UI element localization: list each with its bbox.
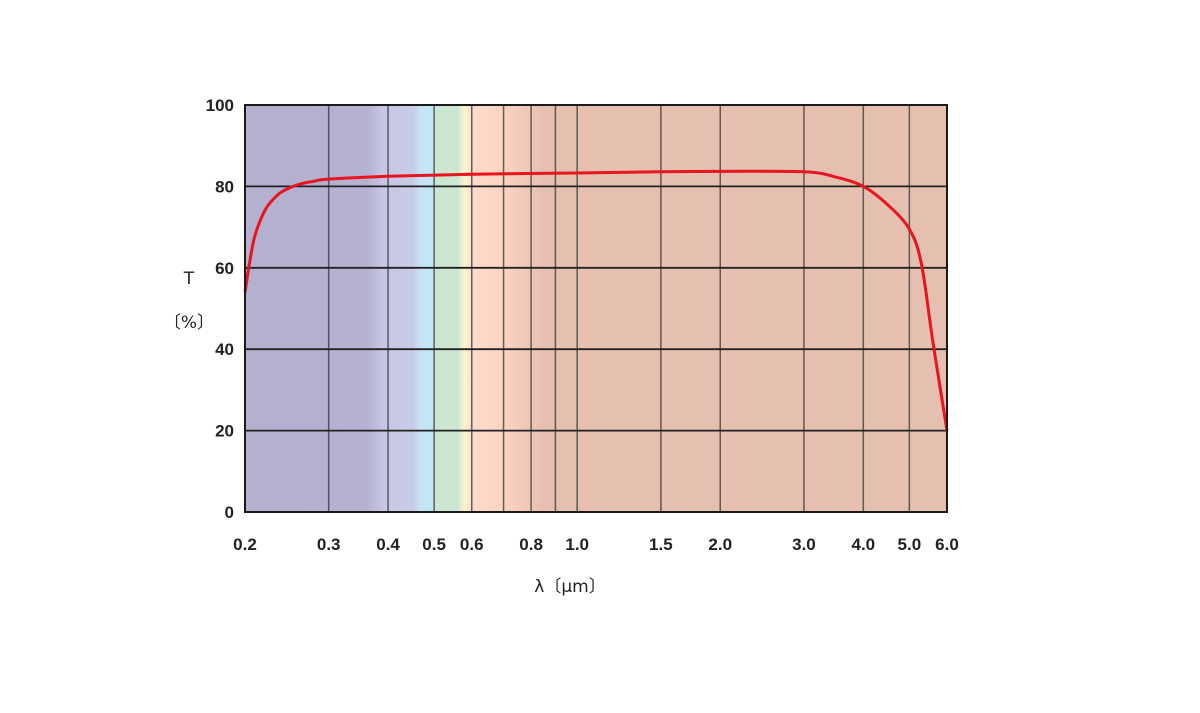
y-axis-label-line2: 〔%〕: [164, 313, 214, 333]
x-axis-label: λ〔μm〕: [534, 577, 605, 597]
x-tick-label: 0.5: [422, 535, 446, 554]
transmission-curve: [243, 169, 949, 431]
x-tick-label: 0.6: [460, 535, 484, 554]
plot-frame: [244, 104, 948, 513]
x-tick-label: 4.0: [851, 535, 875, 554]
x-tick-label: 1.0: [565, 535, 589, 554]
y-tick-label: 60: [215, 259, 234, 278]
x-tick-label: 1.5: [649, 535, 673, 554]
y-tick-label: 20: [215, 422, 234, 441]
x-tick-label: 0.3: [317, 535, 341, 554]
x-tick-label: 5.0: [898, 535, 922, 554]
plot-background: [245, 105, 947, 512]
y-axis-label-line1: T: [183, 269, 195, 289]
x-tick-label: 0.8: [519, 535, 543, 554]
y-tick-label: 0: [225, 503, 234, 522]
y-tick-label: 40: [215, 340, 234, 359]
x-tick-label: 3.0: [792, 535, 816, 554]
x-tick-label: 0.2: [233, 535, 257, 554]
y-tick-label: 80: [215, 177, 234, 196]
x-tick-label: 0.4: [376, 535, 400, 554]
y-tick-label: 100: [206, 96, 234, 115]
x-tick-label: 2.0: [708, 535, 732, 554]
x-tick-label: 6.0: [935, 535, 959, 554]
